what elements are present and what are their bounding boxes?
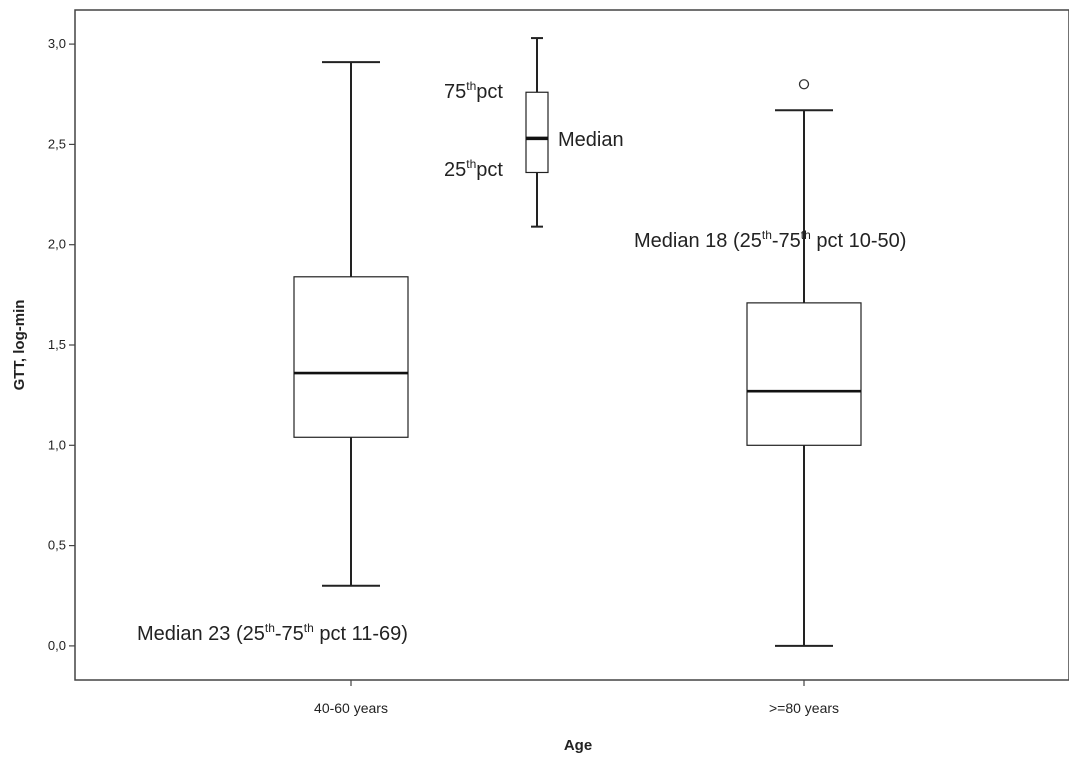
annotation-group2-sup2: th bbox=[801, 228, 811, 242]
annotation-group1-sup2: th bbox=[304, 621, 314, 635]
y-tick-label: 1,5 bbox=[48, 337, 66, 352]
annotation-group2-c: pct 10-50) bbox=[811, 230, 907, 252]
x-axis: 40-60 years >=80 years bbox=[314, 680, 839, 716]
box-2 bbox=[746, 79, 862, 647]
y-tick-label: 2,0 bbox=[48, 237, 66, 252]
legend-label-q1-sup: th bbox=[466, 157, 476, 171]
annotation-group1: Median 23 (25th-75th pct 11-69) bbox=[137, 621, 408, 645]
y-tick-label: 0,5 bbox=[48, 538, 66, 553]
legend-label-q3: 75thpct bbox=[444, 79, 503, 103]
annotation-group1-sup1: th bbox=[265, 621, 275, 635]
legend-label-median: Median bbox=[558, 129, 624, 151]
annotation-group2: Median 18 (25th-75th pct 10-50) bbox=[634, 228, 906, 252]
legend-label-q1: 25thpct bbox=[444, 157, 503, 181]
annotation-group1-b: -75 bbox=[275, 623, 304, 645]
plot-area-frame bbox=[74, 9, 1069, 681]
x-tick-label: 40-60 years bbox=[314, 700, 388, 716]
y-tick-label: 0,0 bbox=[48, 638, 66, 653]
y-tick-label: 3,0 bbox=[48, 36, 66, 51]
legend-label-q3-rest: pct bbox=[476, 81, 503, 103]
outlier-point bbox=[798, 79, 810, 90]
annotation-group2-b: -75 bbox=[772, 230, 801, 252]
legend-label-q3-num: 75 bbox=[444, 81, 466, 103]
legend-label-q3-sup: th bbox=[466, 79, 476, 93]
box-series bbox=[293, 61, 862, 647]
annotation-group2-sup1: th bbox=[762, 228, 772, 242]
annotation-group2-a: Median 18 (25 bbox=[634, 230, 762, 252]
iqr-box bbox=[746, 302, 862, 446]
y-axis: 0,0 0,5 1,0 1,5 2,0 2,5 3,0 bbox=[48, 36, 75, 653]
y-tick-label: 2,5 bbox=[48, 136, 66, 151]
iqr-box bbox=[293, 276, 409, 438]
legend-box bbox=[525, 37, 549, 228]
legend-label-q1-rest: pct bbox=[476, 159, 503, 181]
box-1 bbox=[293, 61, 409, 587]
y-axis-title: GTT, log-min bbox=[11, 300, 28, 391]
annotation-group1-a: Median 23 (25 bbox=[137, 623, 265, 645]
y-tick-label: 1,0 bbox=[48, 437, 66, 452]
iqr-box bbox=[525, 91, 549, 174]
x-tick-label: >=80 years bbox=[769, 700, 839, 716]
legend-label-q1-num: 25 bbox=[444, 159, 466, 181]
legend-box-shape bbox=[525, 37, 549, 228]
annotation-group1-c: pct 11-69) bbox=[314, 623, 408, 645]
x-axis-title: Age bbox=[564, 737, 592, 754]
